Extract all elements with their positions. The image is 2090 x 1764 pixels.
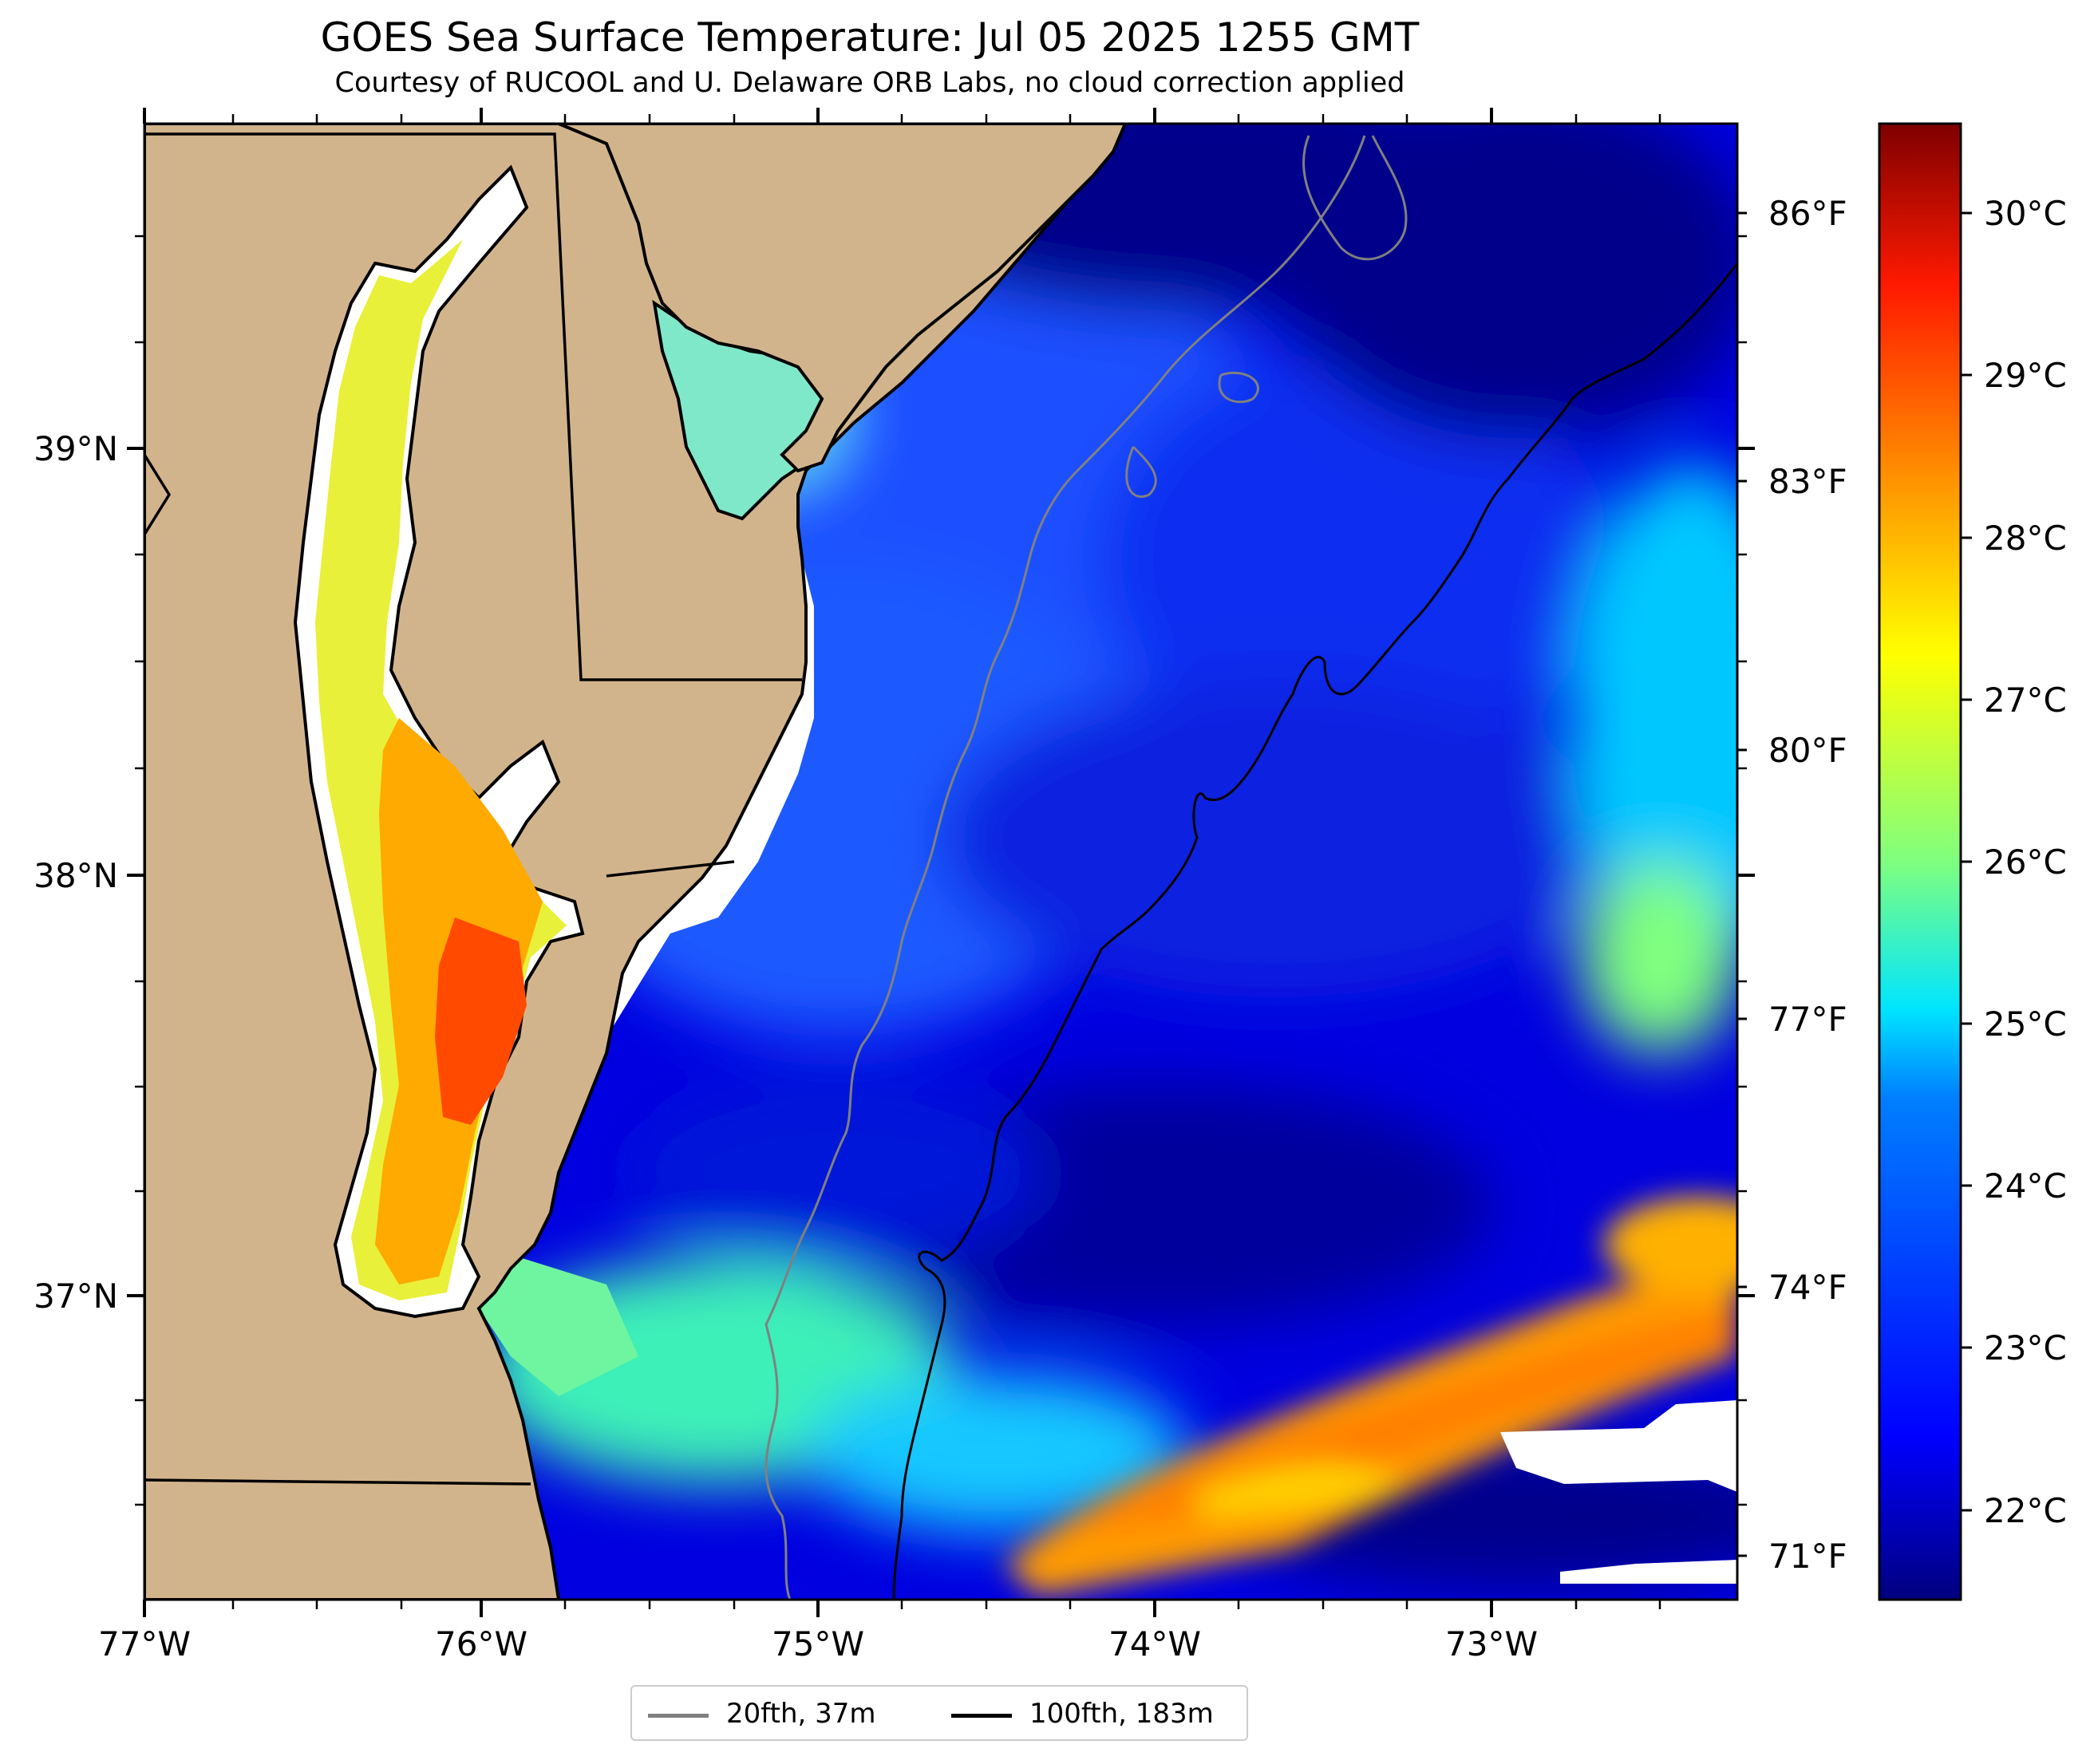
lon-tick-label: 77°W — [98, 1624, 191, 1663]
legend-label-20fth: 20fth, 37m — [726, 1698, 876, 1730]
map-title: GOES Sea Surface Temperature: Jul 05 202… — [320, 14, 1420, 61]
new-jersey-land — [558, 124, 1128, 473]
map-subtitle: Courtesy of RUCOOL and U. Delaware ORB L… — [334, 67, 1405, 99]
fahrenheit-tick-label: 83°F — [1768, 462, 1847, 501]
celsius-axis — [1961, 211, 1972, 1512]
chesapeake-bay-warm-core — [435, 918, 527, 1125]
isobath-20fth — [764, 135, 1366, 1600]
fahrenheit-tick-label: 77°F — [1768, 1000, 1847, 1039]
celsius-tick-label: 30°C — [1984, 194, 2067, 233]
fahrenheit-axis — [1737, 211, 1747, 1557]
lon-tick-labels: 77°W 76°W 75°W 74°W 73°W — [98, 1624, 1538, 1663]
celsius-tick-label: 26°C — [1984, 843, 2067, 882]
isobath-20fth-banks — [1125, 135, 1408, 498]
colorbar — [1878, 122, 1962, 1601]
celsius-tick-label: 23°C — [1984, 1328, 2067, 1367]
lon-axis — [143, 108, 1661, 1617]
isobath-100fth — [892, 262, 1737, 1600]
fahrenheit-tick-label: 74°F — [1768, 1268, 1847, 1307]
lon-tick-label: 74°W — [1108, 1624, 1201, 1663]
lat-tick-labels: 39°N 38°N 37°N — [34, 429, 118, 1316]
celsius-tick-label: 29°C — [1984, 356, 2067, 395]
gulf-stream-filament — [1005, 1197, 1737, 1596]
fahrenheit-tick-labels: 86°F 83°F 80°F 77°F 74°F 71°F — [1768, 194, 1847, 1576]
lon-tick-label: 73°W — [1445, 1624, 1538, 1663]
no-data-patch — [1560, 1560, 1737, 1584]
fahrenheit-tick-label: 86°F — [1768, 194, 1847, 233]
fahrenheit-tick-label: 71°F — [1768, 1537, 1847, 1576]
celsius-tick-label: 28°C — [1984, 519, 2067, 558]
no-data-patch — [1500, 1400, 1737, 1492]
map-frame — [143, 122, 1739, 1601]
celsius-tick-label: 27°C — [1984, 681, 2067, 720]
legend-label-100fth: 100fth, 183m — [1029, 1698, 1214, 1730]
state-boundaries — [144, 132, 802, 1486]
sst-map-area[interactable] — [144, 72, 1811, 1600]
celsius-tick-label: 25°C — [1984, 1004, 2067, 1044]
legend-swatch-20fth — [648, 1714, 709, 1718]
lat-tick-label: 37°N — [34, 1277, 118, 1316]
lat-tick-label: 38°N — [34, 856, 118, 895]
legend-swatch-100fth — [951, 1714, 1012, 1718]
lat-tick-label: 39°N — [34, 429, 118, 468]
lat-axis — [127, 235, 1755, 1506]
celsius-tick-label: 24°C — [1984, 1166, 2067, 1206]
lon-tick-label: 75°W — [772, 1624, 864, 1663]
celsius-tick-labels: 30°C 29°C 28°C 27°C 26°C 25°C 24°C 23°C … — [1984, 194, 2067, 1530]
fahrenheit-tick-label: 80°F — [1768, 731, 1847, 770]
celsius-tick-label: 22°C — [1984, 1491, 2067, 1530]
lon-tick-label: 76°W — [435, 1624, 527, 1663]
isobath-legend: 20fth, 37m 100fth, 183m — [630, 1685, 1248, 1741]
bay-mouth — [479, 1245, 638, 1396]
